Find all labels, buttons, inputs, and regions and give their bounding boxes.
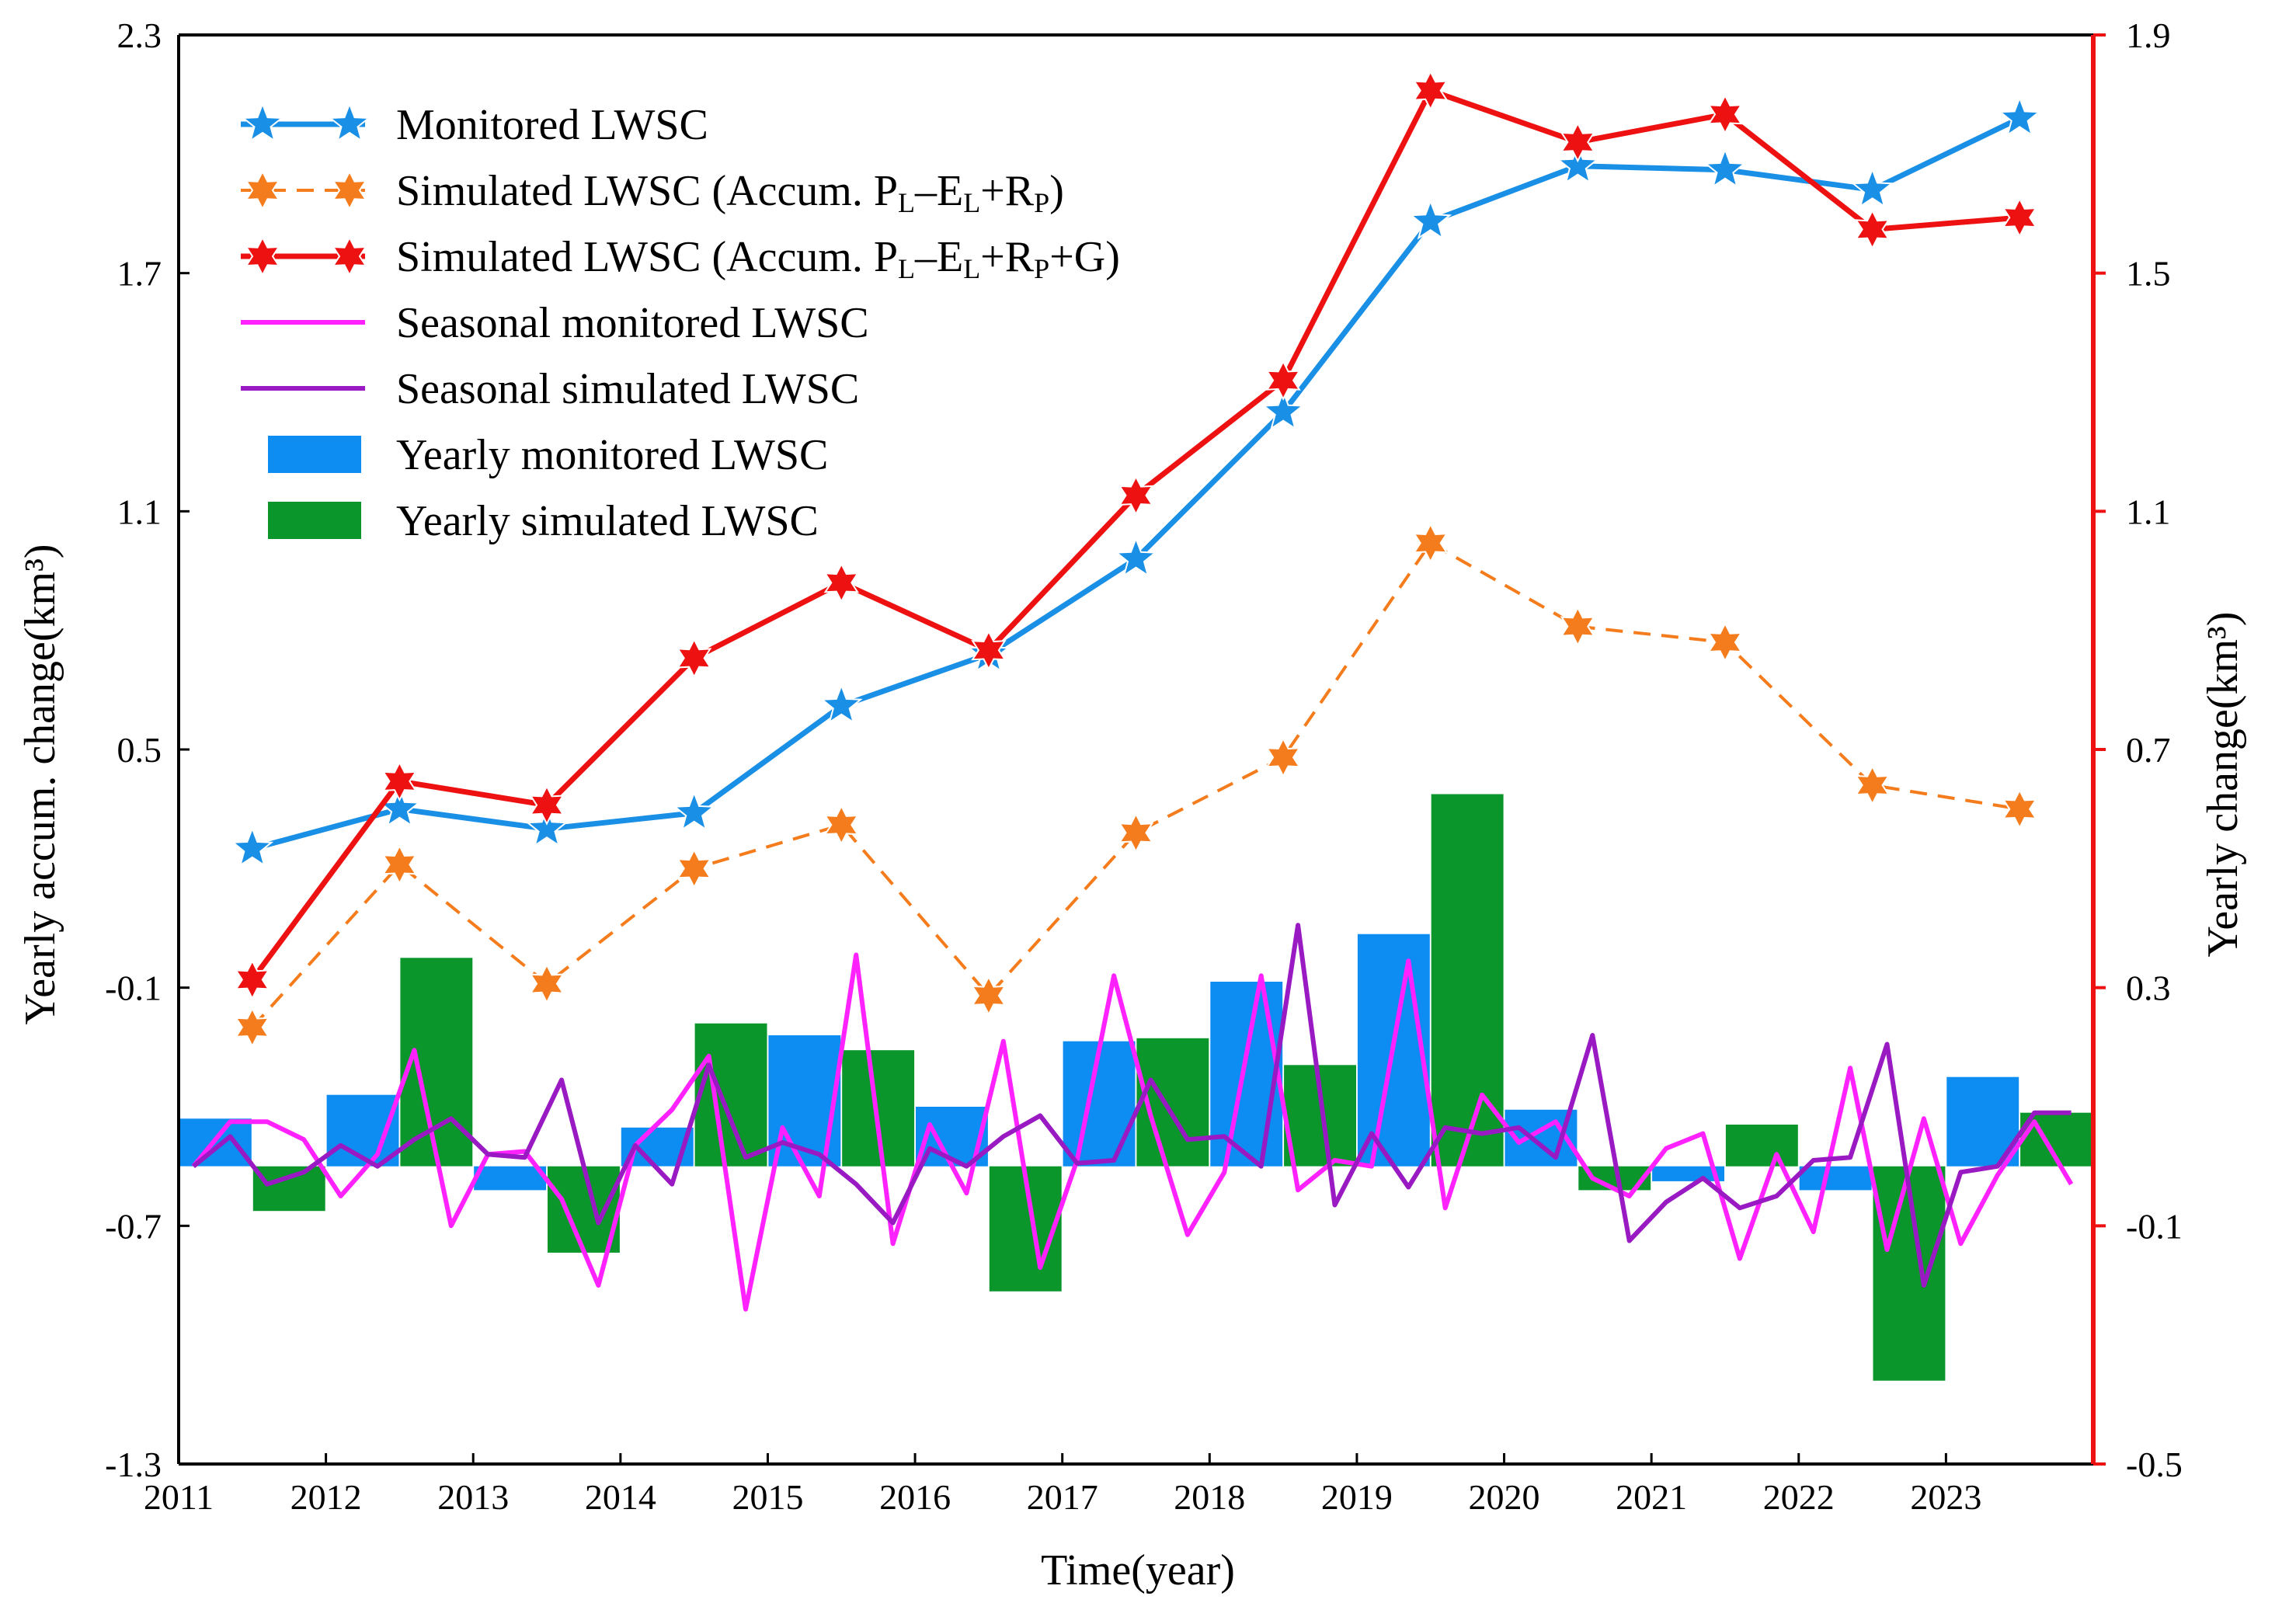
simulated_plrg-point-3 (676, 638, 712, 679)
simulated_plr-point-12 (2002, 788, 2037, 829)
y-axis-title-right: Yearly change(km³) (2199, 612, 2247, 958)
x-tick-label-2020: 2020 (1469, 1477, 1540, 1517)
y-tick-label-right-0.3: 0.3 (2126, 968, 2171, 1008)
x-tick-label-2016: 2016 (879, 1477, 951, 1517)
y-tick-label-left--0.1: -0.1 (105, 968, 162, 1008)
legend-label-monitored: Monitored LWSC (396, 101, 708, 149)
simulated_plrg-point-2 (529, 784, 565, 826)
simulated_plr-point-0 (235, 1007, 270, 1048)
seasonal_simulated-line (192, 923, 2072, 1288)
legend: Monitored LWSC Simulated LWSC (Accum. PL–… (241, 101, 1120, 545)
x-tick-label-2012: 2012 (290, 1477, 362, 1517)
legend-label-seasonal_monitored: Seasonal monitored LWSC (396, 299, 869, 347)
y-tick-label-right-0.7: 0.7 (2126, 730, 2171, 770)
simulated_plrg-point-12 (2002, 196, 2037, 238)
legend-label-yearly_monitored: Yearly monitored LWSC (396, 431, 828, 479)
simulated_plr-point-2 (529, 963, 565, 1004)
monitored-point-0 (231, 826, 274, 868)
seasonal-lines-layer (191, 923, 2074, 1312)
x-tick-label-2022: 2022 (1763, 1477, 1835, 1517)
monitored-point-4 (819, 683, 863, 725)
yearly_simulated-bar-0 (252, 1166, 325, 1212)
monitored-point-2 (525, 806, 569, 847)
simulated_plr-point-7 (1265, 736, 1301, 778)
legend-marker-simulated_plrg-a (245, 235, 280, 277)
simulated_plrg-point-10 (1707, 93, 1743, 135)
simulated_plrg-point-0 (235, 959, 270, 1000)
x-tick-label-2015: 2015 (732, 1477, 803, 1517)
simulated_plr-point-10 (1707, 621, 1743, 663)
simulated_plrg-point-11 (1854, 209, 1891, 250)
accumulated-lines-layer (231, 70, 2041, 1048)
legend-marker-simulated_plr-a (245, 169, 280, 211)
simulated_plr-point-6 (1118, 812, 1154, 854)
simulated_plr-point-4 (823, 804, 860, 846)
simulated_plr-point-11 (1854, 764, 1891, 806)
x-tick-label-2021: 2021 (1616, 1477, 1687, 1517)
simulated_plrg-point-8 (1412, 70, 1449, 111)
legend-marker-simulated_plr-b (332, 169, 367, 211)
x-tick-label-2011: 2011 (144, 1477, 214, 1517)
simulated_plrg-point-9 (1560, 121, 1596, 163)
y-tick-label-right-1.1: 1.1 (2126, 492, 2171, 531)
x-tick-label-2017: 2017 (1027, 1477, 1098, 1517)
legend-label-seasonal_simulated: Seasonal simulated LWSC (396, 365, 859, 413)
y-tick-label-left--0.7: -0.7 (105, 1206, 162, 1246)
simulated_plr-line (251, 541, 2020, 1029)
y-tick-label-right--0.5: -0.5 (2126, 1445, 2183, 1484)
yearly_monitored-bar-10 (1652, 1166, 1724, 1181)
legend-marker-monitored-b (328, 102, 371, 143)
yearly_monitored-bar-11 (1799, 1166, 1872, 1191)
yearly_simulated-bar-10 (1725, 1125, 1798, 1167)
monitored-point-10 (1703, 147, 1747, 189)
seasonal_monitored-line (191, 952, 2074, 1312)
simulated_plrg-point-7 (1265, 360, 1301, 401)
monitored-point-9 (1556, 143, 1599, 184)
simulated_plr-point-5 (971, 975, 1007, 1017)
simulated_plrg-point-5 (971, 629, 1007, 671)
y-tick-label-right-1.9: 1.9 (2126, 16, 2171, 55)
monitored-point-6 (1115, 536, 1157, 577)
simulated_plrg-point-6 (1118, 475, 1154, 516)
x-tick-label-2023: 2023 (1910, 1477, 1981, 1517)
legend-label-yearly_simulated: Yearly simulated LWSC (396, 497, 819, 545)
legend-marker-monitored-a (241, 102, 284, 143)
y-tick-label-right--0.1: -0.1 (2126, 1206, 2183, 1246)
y-tick-label-left-1.1: 1.1 (117, 492, 162, 531)
y-tick-label-left-2.3: 2.3 (117, 16, 162, 55)
legend-swatch-yearly_simulated (268, 502, 361, 539)
monitored-point-11 (1851, 167, 1894, 208)
legend-label-simulated_plr: Simulated LWSC (Accum. PL–EL+RP) (396, 167, 1064, 218)
simulated_plr-point-9 (1560, 606, 1596, 647)
bars-layer (179, 794, 2092, 1381)
simulated_plrg-point-4 (823, 562, 860, 603)
legend-marker-simulated_plrg-b (332, 235, 367, 277)
monitored-point-12 (1998, 96, 2041, 137)
yearly_simulated-bar-4 (842, 1050, 915, 1167)
simulated_plrg-point-1 (381, 760, 418, 802)
yearly_monitored-bar-2 (474, 1166, 547, 1191)
simulated_plr-point-8 (1412, 522, 1449, 564)
x-tick-label-2019: 2019 (1321, 1477, 1393, 1517)
x-tick-label-2014: 2014 (585, 1477, 656, 1517)
x-tick-label-2013: 2013 (437, 1477, 509, 1517)
legend-label-simulated_plrg: Simulated LWSC (Accum. PL–EL+RP+G) (396, 233, 1120, 284)
y-tick-label-left-0.5: 0.5 (117, 730, 162, 770)
x-tick-label-2018: 2018 (1174, 1477, 1245, 1517)
x-axis-title: Time(year) (1041, 1546, 1235, 1594)
y-axis-title-left: Yearly accum. change(km³) (16, 544, 64, 1024)
monitored-point-7 (1261, 389, 1305, 430)
simulated_plr-point-1 (381, 843, 418, 885)
axes-layer: 2011 2012 2013 2014 2015 2016 2017 2018 2019 2020… (105, 16, 2183, 1517)
monitored-point-3 (673, 790, 716, 832)
yearly_simulated-bar-2 (548, 1166, 620, 1253)
yearly_simulated-bar-3 (694, 1023, 767, 1167)
legend-swatch-yearly_monitored (268, 436, 361, 473)
y-tick-label-left-1.7: 1.7 (117, 254, 162, 294)
y-tick-label-left--1.3: -1.3 (105, 1445, 162, 1484)
simulated_plr-point-3 (676, 848, 712, 889)
y-tick-label-right-1.5: 1.5 (2126, 254, 2171, 294)
monitored-point-8 (1409, 199, 1452, 240)
